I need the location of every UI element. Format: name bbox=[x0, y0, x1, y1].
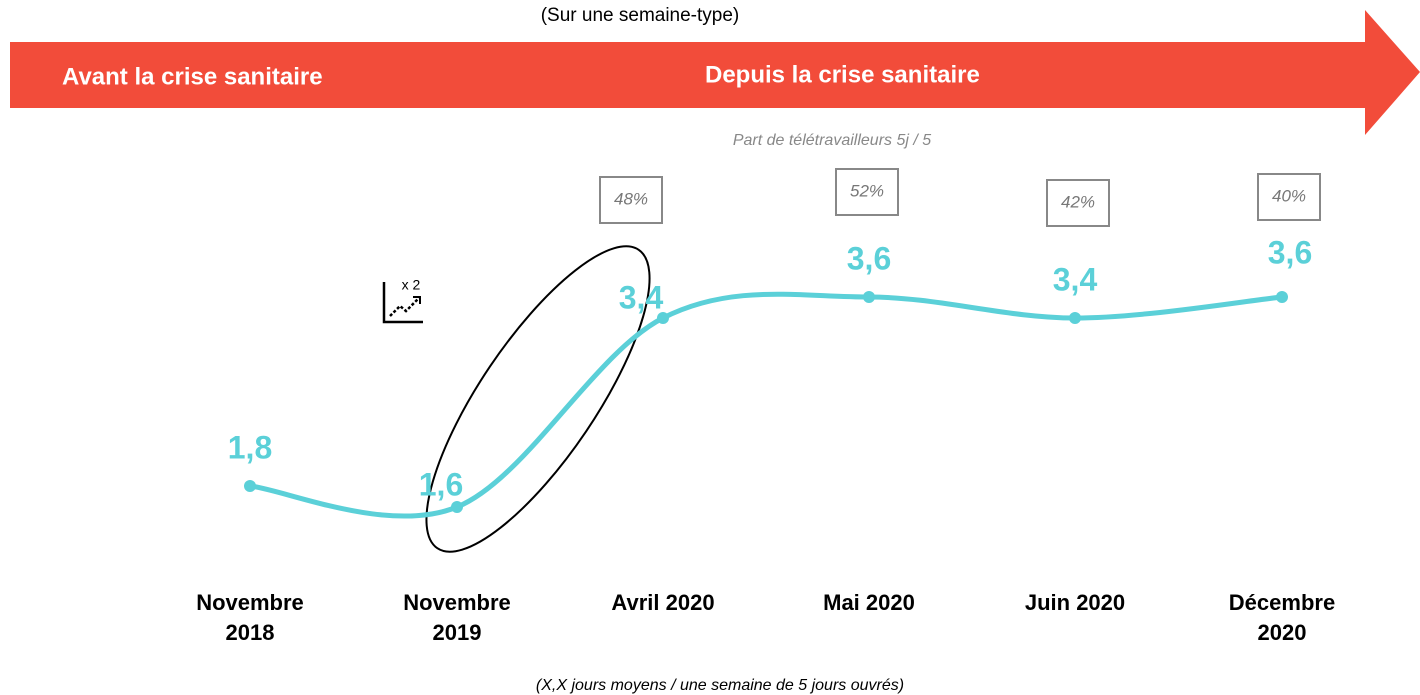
growth-icon bbox=[382, 282, 423, 324]
x-tick-label: Novembre 2019 bbox=[403, 590, 511, 645]
data-label: 3,4 bbox=[1053, 261, 1098, 297]
period-label: Avant la crise sanitaire bbox=[62, 63, 323, 90]
annotation: x 2 bbox=[402, 277, 421, 293]
x-tick-label: Décembre 2020 bbox=[1228, 590, 1336, 645]
share-label: 40% bbox=[1272, 186, 1306, 205]
share-box bbox=[1257, 173, 1321, 221]
data-point bbox=[244, 480, 256, 492]
data-point bbox=[1069, 312, 1081, 324]
period-label: Depuis la crise sanitaire bbox=[705, 61, 980, 88]
share-label: 48% bbox=[614, 189, 648, 208]
x-tick-label: Novembre 2018 bbox=[196, 590, 304, 645]
data-label: 3,6 bbox=[1268, 234, 1312, 270]
x-tick-label: Juin 2020 bbox=[1024, 590, 1126, 615]
share-label: 42% bbox=[1061, 192, 1095, 211]
data-label: 1,6 bbox=[419, 466, 463, 502]
data-point bbox=[1276, 291, 1288, 303]
share-box bbox=[1046, 179, 1110, 227]
data-point bbox=[657, 312, 669, 324]
data-point bbox=[863, 291, 875, 303]
data-line bbox=[247, 291, 1285, 519]
shares-title: Part de télétravailleurs 5j / 5 bbox=[733, 132, 931, 149]
share-box bbox=[599, 176, 663, 224]
subtitle: (Sur une semaine-type) bbox=[541, 5, 740, 26]
highlight-ellipse bbox=[425, 245, 651, 553]
x-tick-label: Mai 2020 bbox=[823, 590, 915, 615]
data-point bbox=[451, 501, 463, 513]
timeline-arrow bbox=[10, 10, 1420, 135]
data-label: 3,4 bbox=[619, 279, 664, 315]
x-tick-label: Avril 2020 bbox=[611, 590, 715, 615]
footnote: (X,X jours moyens / une semaine de 5 jou… bbox=[536, 677, 904, 694]
share-box bbox=[835, 168, 899, 216]
share-label: 52% bbox=[850, 181, 884, 200]
data-label: 3,6 bbox=[847, 240, 891, 276]
data-label: 1,8 bbox=[228, 429, 272, 465]
